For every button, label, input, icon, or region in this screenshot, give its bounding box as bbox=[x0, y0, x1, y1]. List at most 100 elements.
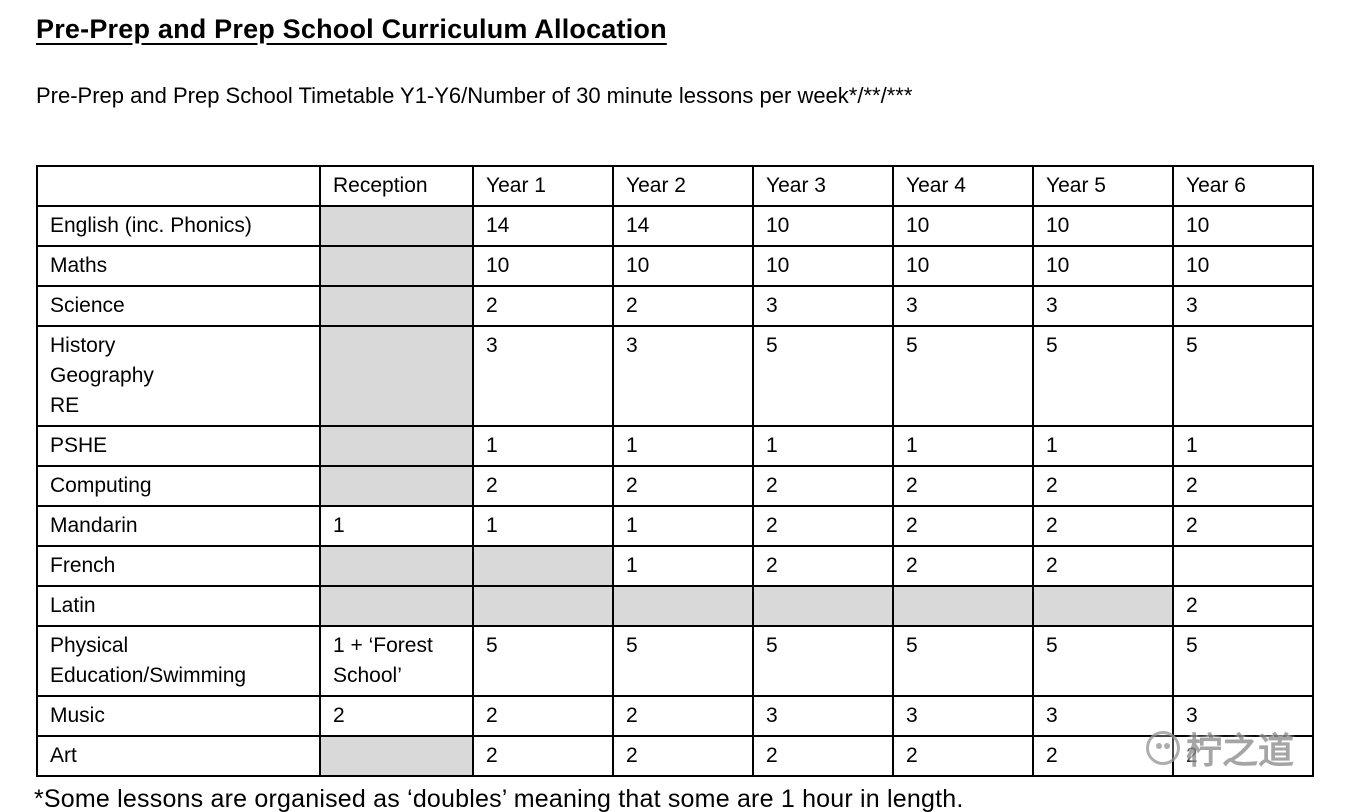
table-row: Maths 10 10 10 10 10 10 bbox=[36, 245, 1314, 287]
value-cell: 2 bbox=[472, 735, 614, 777]
value-cell: 10 bbox=[752, 205, 894, 247]
value-cell: 1 bbox=[319, 505, 474, 547]
value-cell: 10 bbox=[1172, 205, 1314, 247]
subject-cell: History Geography RE bbox=[36, 325, 321, 427]
value-cell: 3 bbox=[1032, 285, 1174, 327]
value-cell: 2 bbox=[1172, 735, 1314, 777]
value-cell: 10 bbox=[1172, 245, 1314, 287]
value-cell bbox=[472, 545, 614, 587]
value-cell: 3 bbox=[752, 285, 894, 327]
value-cell: 2 bbox=[1032, 465, 1174, 507]
table-row: History Geography RE 3 3 5 5 5 5 bbox=[36, 325, 1314, 427]
value-cell bbox=[319, 465, 474, 507]
value-cell: 2 bbox=[472, 465, 614, 507]
footnote: *Some lessons are organised as ‘doubles’… bbox=[34, 785, 964, 812]
value-cell bbox=[319, 205, 474, 247]
value-cell: 2 bbox=[612, 465, 754, 507]
value-cell: 5 bbox=[472, 625, 614, 697]
column-header: Year 2 bbox=[612, 165, 754, 207]
column-header: Year 6 bbox=[1172, 165, 1314, 207]
value-cell: 2 bbox=[752, 505, 894, 547]
value-cell: 2 bbox=[472, 695, 614, 737]
page-subtitle: Pre-Prep and Prep School Timetable Y1-Y6… bbox=[36, 83, 913, 108]
value-cell: 2 bbox=[752, 545, 894, 587]
value-cell: 1 bbox=[1172, 425, 1314, 467]
table-row: Computing 2 2 2 2 2 2 bbox=[36, 465, 1314, 507]
table-row: Music 2 2 2 3 3 3 3 bbox=[36, 695, 1314, 737]
value-cell bbox=[319, 285, 474, 327]
value-cell: 2 bbox=[472, 285, 614, 327]
value-cell: 2 bbox=[892, 465, 1034, 507]
value-cell: 2 bbox=[1172, 505, 1314, 547]
value-cell: 5 bbox=[1032, 325, 1174, 427]
value-cell: 2 bbox=[1032, 505, 1174, 547]
value-cell: 10 bbox=[472, 245, 614, 287]
subject-cell: Physical Education/Swimming bbox=[36, 625, 321, 697]
value-cell: 3 bbox=[892, 285, 1034, 327]
value-cell: 2 bbox=[752, 735, 894, 777]
column-header: Year 3 bbox=[752, 165, 894, 207]
value-cell: 10 bbox=[892, 245, 1034, 287]
subject-cell: Art bbox=[36, 735, 321, 777]
value-cell: 3 bbox=[472, 325, 614, 427]
value-cell: 2 bbox=[892, 545, 1034, 587]
table-row: Art 2 2 2 2 2 2 bbox=[36, 735, 1314, 777]
subject-cell: Mandarin bbox=[36, 505, 321, 547]
corner-cell bbox=[36, 165, 321, 207]
subject-cell: English (inc. Phonics) bbox=[36, 205, 321, 247]
value-cell: 5 bbox=[612, 625, 754, 697]
value-cell bbox=[1032, 585, 1174, 627]
value-cell: 1 bbox=[612, 545, 754, 587]
subject-cell: Computing bbox=[36, 465, 321, 507]
value-cell: 1 + ‘Forest School’ bbox=[319, 625, 474, 697]
column-header: Year 5 bbox=[1032, 165, 1174, 207]
value-cell bbox=[319, 735, 474, 777]
value-cell bbox=[752, 585, 894, 627]
subject-cell: Latin bbox=[36, 585, 321, 627]
value-cell: 3 bbox=[1172, 695, 1314, 737]
value-cell: 2 bbox=[612, 695, 754, 737]
value-cell: 5 bbox=[892, 325, 1034, 427]
subject-cell: PSHE bbox=[36, 425, 321, 467]
table-row: Physical Education/Swimming 1 + ‘Forest S… bbox=[36, 625, 1314, 697]
value-cell: 14 bbox=[612, 205, 754, 247]
value-cell: 5 bbox=[1172, 325, 1314, 427]
value-cell bbox=[319, 585, 474, 627]
table-row: French 1 2 2 2 bbox=[36, 545, 1314, 587]
table-row: Latin 2 bbox=[36, 585, 1314, 627]
value-cell: 10 bbox=[752, 245, 894, 287]
column-header: Reception bbox=[319, 165, 474, 207]
value-cell: 2 bbox=[892, 505, 1034, 547]
table-row: Science 2 2 3 3 3 3 bbox=[36, 285, 1314, 327]
value-cell: 1 bbox=[1032, 425, 1174, 467]
value-cell bbox=[1172, 545, 1314, 587]
subject-cell: Science bbox=[36, 285, 321, 327]
value-cell: 3 bbox=[1172, 285, 1314, 327]
value-cell: 2 bbox=[612, 735, 754, 777]
value-cell bbox=[319, 425, 474, 467]
value-cell: 3 bbox=[752, 695, 894, 737]
value-cell: 10 bbox=[1032, 205, 1174, 247]
value-cell: 5 bbox=[752, 625, 894, 697]
value-cell: 3 bbox=[892, 695, 1034, 737]
value-cell: 10 bbox=[1032, 245, 1174, 287]
value-cell: 1 bbox=[612, 505, 754, 547]
table-row: PSHE 1 1 1 1 1 1 bbox=[36, 425, 1314, 467]
value-cell: 1 bbox=[892, 425, 1034, 467]
value-cell: 2 bbox=[1172, 585, 1314, 627]
value-cell bbox=[319, 325, 474, 427]
value-cell: 3 bbox=[612, 325, 754, 427]
value-cell: 3 bbox=[1032, 695, 1174, 737]
value-cell: 2 bbox=[612, 285, 754, 327]
value-cell: 10 bbox=[892, 205, 1034, 247]
value-cell: 1 bbox=[752, 425, 894, 467]
subject-cell: French bbox=[36, 545, 321, 587]
value-cell bbox=[612, 585, 754, 627]
value-cell bbox=[892, 585, 1034, 627]
value-cell: 2 bbox=[1032, 735, 1174, 777]
value-cell: 2 bbox=[892, 735, 1034, 777]
value-cell: 1 bbox=[612, 425, 754, 467]
value-cell bbox=[319, 245, 474, 287]
